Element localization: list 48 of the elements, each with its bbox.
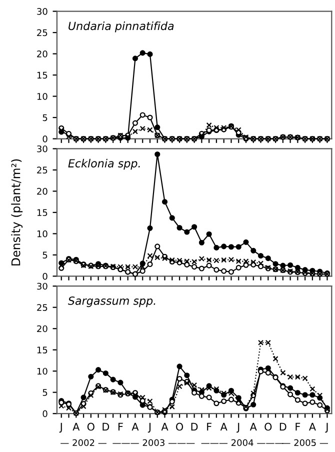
text: ——— 2004 ——— — [201, 439, 284, 446]
x-tick-label: O — [264, 422, 272, 431]
y-tick-label: 25 — [37, 304, 48, 311]
x-tick-label: D — [102, 422, 110, 431]
text: Sargassum spp. — [68, 296, 156, 308]
x-tick-label: A — [161, 422, 168, 431]
y-tick-label: 20 — [37, 325, 48, 332]
y-tick-label: 25 — [37, 166, 48, 174]
text: ——— 2003 ——— — [112, 439, 195, 446]
x-tick-label: J — [325, 422, 328, 433]
x-tick-label: D — [191, 422, 198, 431]
x-tick-label: J — [148, 422, 151, 433]
x-tick-label: A — [308, 422, 316, 431]
x-tick-label: A — [220, 422, 228, 431]
text: Ecklonia spp. — [68, 158, 140, 170]
y-tick-label: 20 — [37, 50, 48, 58]
y-tick-label: 0 — [42, 410, 48, 418]
y-tick-label: 10 — [37, 93, 48, 100]
y-tick-label: 0 — [42, 272, 48, 280]
y-axis-title: Density (plant/m²) — [11, 159, 23, 266]
x-tick-label: F — [296, 422, 300, 431]
y-tick-label: 30 — [37, 8, 48, 15]
text: Undaria pinnatifida — [68, 21, 174, 32]
y-tick-label: 30 — [37, 145, 48, 152]
y-tick-label: 25 — [37, 29, 48, 36]
y-tick-label: 15 — [37, 209, 48, 216]
y-tick-label: 10 — [37, 368, 48, 375]
x-tick-label: O — [176, 422, 184, 431]
x-tick-label: J — [236, 422, 240, 433]
x-tick-label: J — [59, 422, 62, 433]
y-tick-label: 20 — [37, 188, 48, 195]
y-tick-label: 5 — [42, 252, 48, 258]
x-tick-label: A — [72, 422, 80, 431]
x-tick-label: A — [250, 422, 257, 431]
y-tick-label: 0 — [42, 135, 48, 142]
x-tick-label: F — [207, 422, 212, 431]
x-tick-label: O — [87, 422, 94, 431]
x-tick-label: D — [280, 422, 286, 431]
y-tick-label: 15 — [37, 346, 48, 354]
text: — 2005 — — [282, 439, 328, 446]
y-tick-label: 30 — [37, 282, 48, 290]
x-tick-label: F — [118, 422, 123, 431]
y-tick-label: 5 — [42, 114, 48, 122]
y-tick-label: 5 — [42, 389, 48, 396]
text: — 2002 — — [60, 439, 106, 446]
y-tick-label: 10 — [37, 230, 48, 238]
y-tick-label: 15 — [37, 72, 48, 79]
x-tick-label: A — [132, 422, 139, 431]
